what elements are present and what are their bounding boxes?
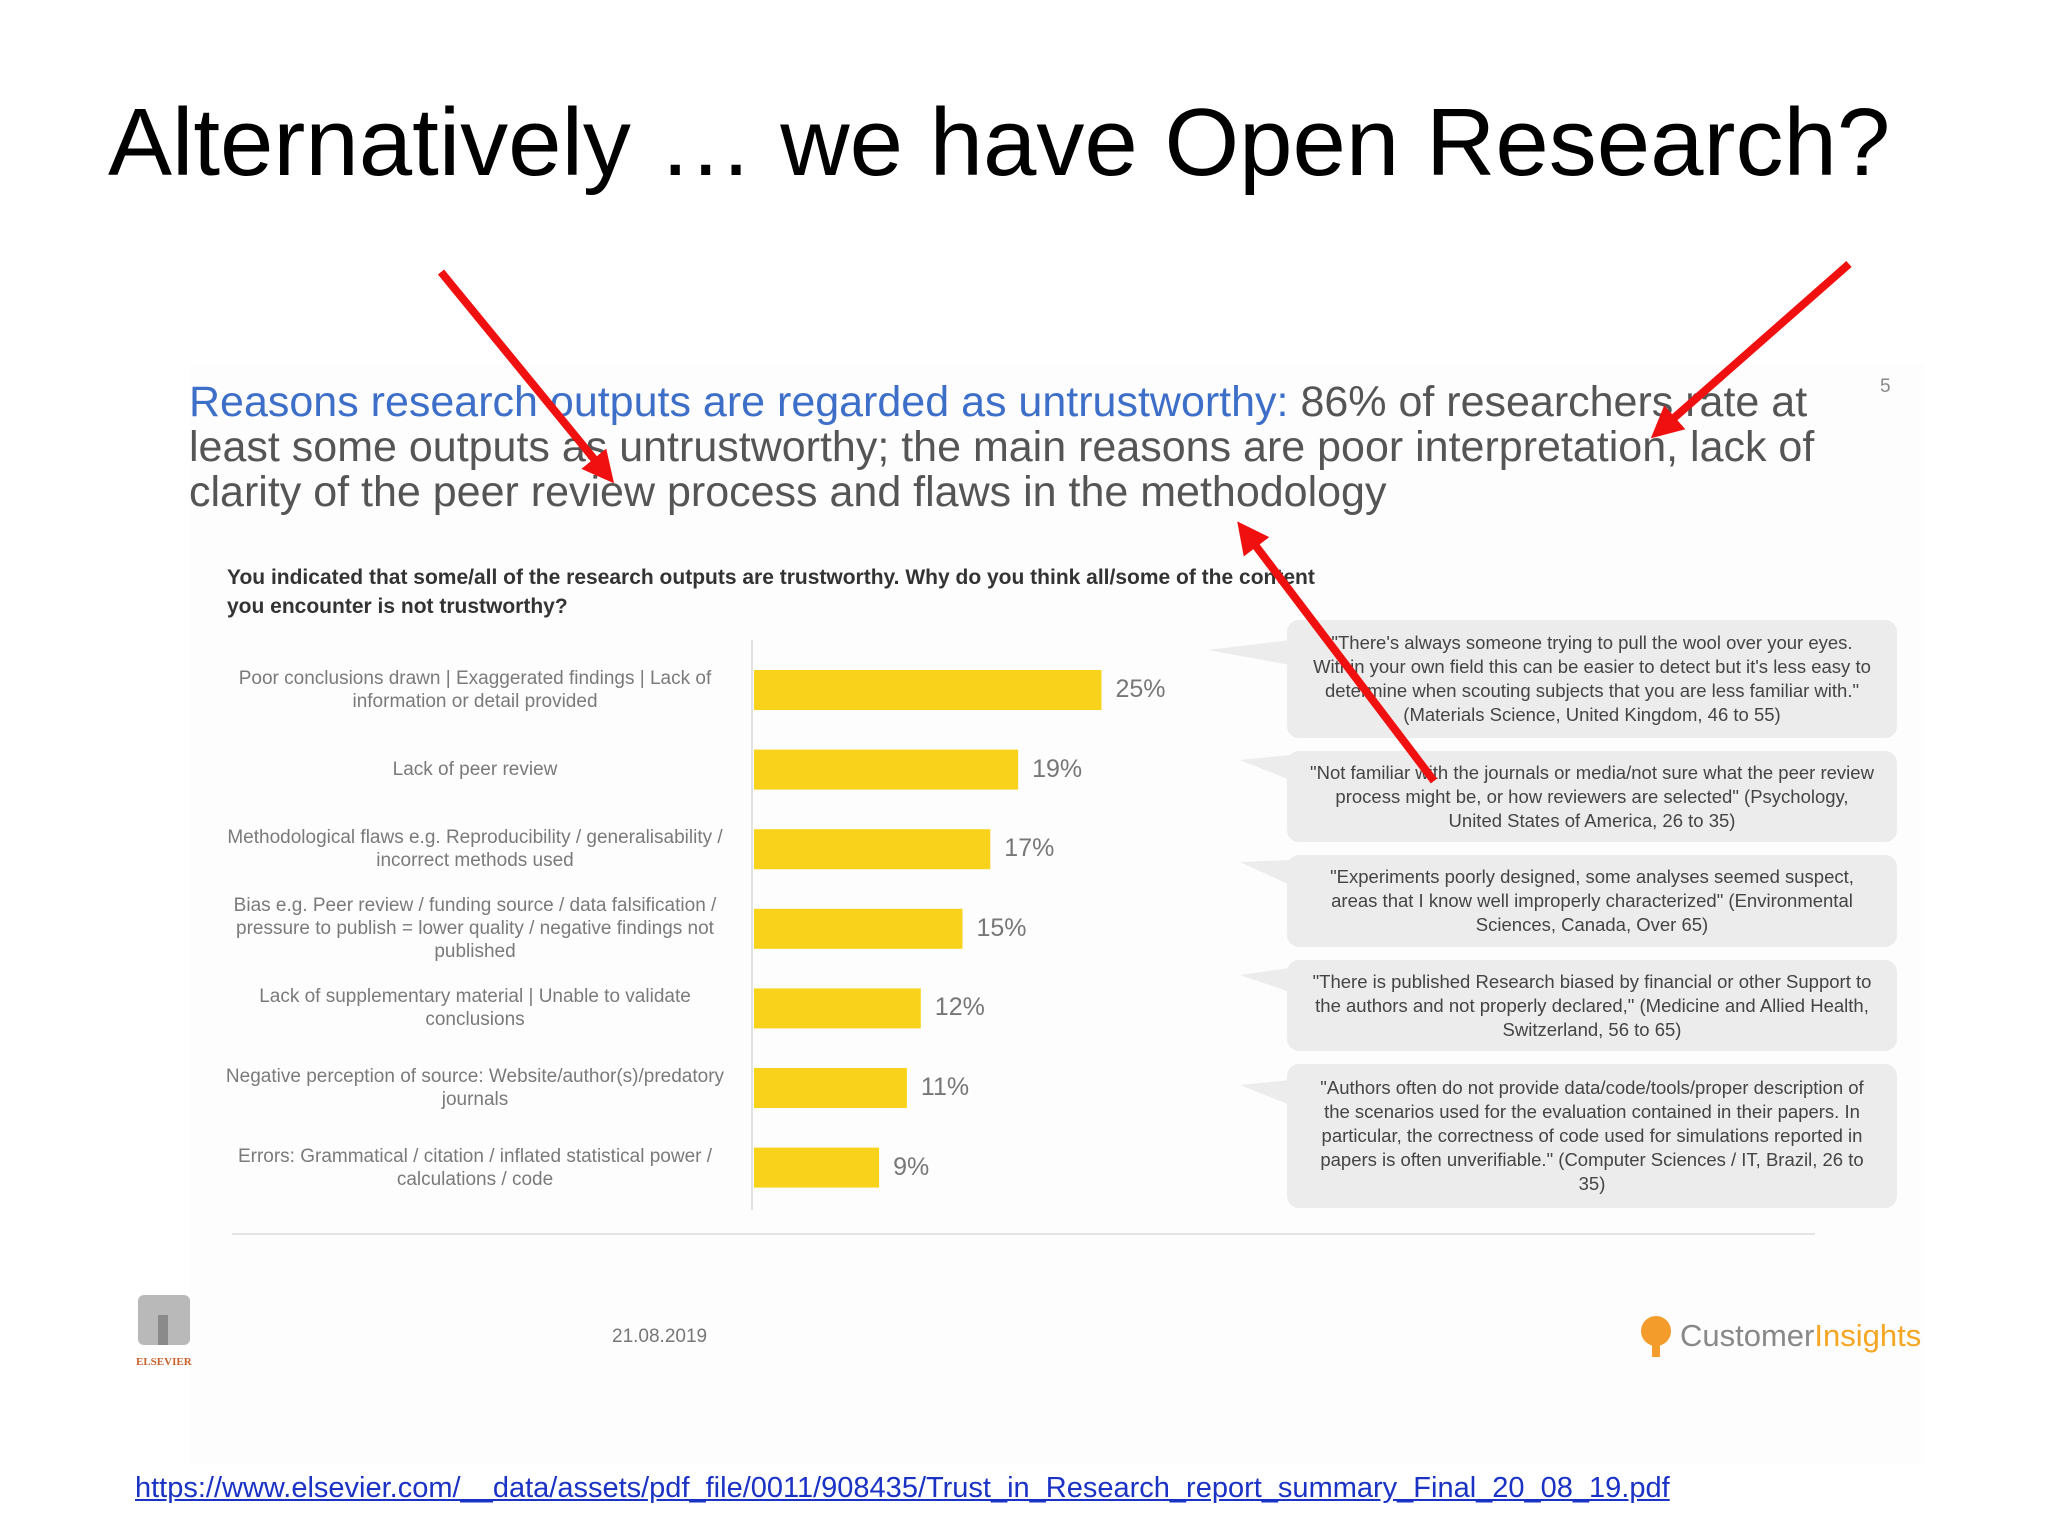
y-tick-label: Methodological flaws e.g. Reproducibilit… <box>227 827 723 872</box>
brand-b: Insights <box>1814 1318 1922 1353</box>
value-label: 12% <box>934 993 985 1022</box>
bar <box>754 1147 880 1188</box>
bubble-tails <box>1208 640 1290 1105</box>
bar <box>754 749 1019 790</box>
value-label: 9% <box>893 1152 930 1181</box>
value-label: 25% <box>1115 675 1166 703</box>
y-tick-label: Lack of supplementary material | Unable … <box>259 986 691 1031</box>
value-label: 11% <box>920 1073 970 1101</box>
value-label: 15% <box>976 913 1027 942</box>
brand-icon <box>1641 1316 1671 1357</box>
source-link[interactable]: https://www.elsevier.com/__data/assets/p… <box>135 1472 1670 1504</box>
bar <box>754 829 991 870</box>
bar <box>754 988 921 1029</box>
bar <box>754 1068 907 1108</box>
value-label: 17% <box>1004 834 1055 863</box>
quote-bubble: "Experiments poorly designed, some analy… <box>1287 855 1897 947</box>
bar <box>754 670 1102 710</box>
quote-bubble: "Not familiar with the journals or media… <box>1287 751 1897 842</box>
value-label: 19% <box>1032 754 1083 783</box>
page-number: 5 <box>1880 376 1891 397</box>
heading-highlight: Reasons research outputs are regarded as… <box>189 378 1289 426</box>
y-tick-label: Errors: Grammatical / citation / inflate… <box>237 1145 713 1190</box>
y-tick-label: Bias e.g. Peer review / funding source /… <box>233 895 717 963</box>
y-tick-label: Negative perception of source: Website/a… <box>225 1066 725 1110</box>
y-tick-label: Poor conclusions drawn | Exaggerated fin… <box>238 668 712 712</box>
slide-title: Alternatively … we have Open Research? <box>108 89 1891 196</box>
y-tick-label: Lack of peer review <box>392 759 558 781</box>
brand-a: Customer <box>1680 1318 1815 1353</box>
chart-title: You indicated that some/all of the resea… <box>227 566 1315 618</box>
publisher-logo <box>138 1295 190 1345</box>
quote-bubble: "Authors often do not provide data/code/… <box>1287 1064 1897 1208</box>
quote-bubble: "There is published Research biased by f… <box>1287 960 1897 1051</box>
brand-logo: CustomerInsights <box>1680 1318 1921 1354</box>
publisher-name: ELSEVIER <box>136 1356 192 1368</box>
footer-date: 21.08.2019 <box>612 1326 708 1347</box>
quote-bubble: "There's always someone trying to pull t… <box>1287 620 1897 738</box>
bar <box>754 908 963 949</box>
